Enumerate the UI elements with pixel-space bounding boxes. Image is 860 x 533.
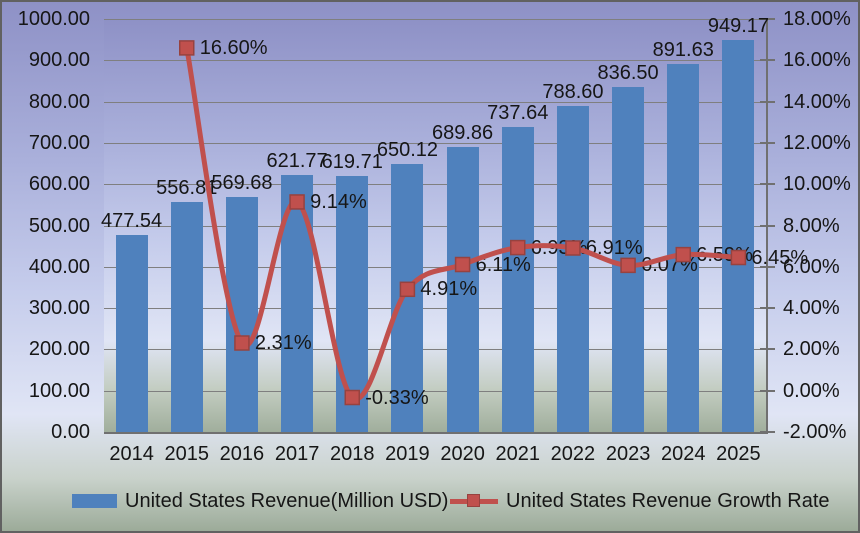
line-value-label: 4.91%: [420, 278, 478, 301]
y-axis-right-tick-label: 12.00%: [783, 131, 851, 154]
revenue-legend-label: United States Revenue(Million USD): [125, 489, 449, 512]
bar-value-label: 949.17: [707, 14, 769, 37]
x-axis-category-label: 2023: [605, 443, 651, 465]
y-axis-right-tick-label: -2.00%: [783, 421, 847, 443]
y-axis-right-tick-label: 6.00%: [783, 255, 840, 278]
y-axis-left-tick-label: 900.00: [28, 49, 90, 72]
x-axis-category-label: 2015: [164, 443, 210, 465]
revenue-bar: [170, 202, 203, 432]
bar-value-label: 619.71: [321, 151, 383, 174]
line-value-label: 6.93%: [530, 236, 588, 259]
revenue-bar: [225, 196, 258, 432]
bar-value-label: 621.77: [266, 150, 328, 173]
legend: United States Revenue(Million USD) Unite…: [2, 486, 858, 516]
y-axis-right-tick-label: 16.00%: [783, 49, 851, 72]
y-axis-right-line: [766, 19, 768, 434]
growth-legend-marker-icon: [450, 493, 498, 509]
legend-item-revenue: United States Revenue(Million USD): [72, 486, 448, 516]
y-axis-right-tick-label: 8.00%: [783, 214, 840, 237]
x-axis-category-label: 2019: [385, 443, 430, 465]
bar-value-label: 477.54: [100, 209, 163, 232]
line-value-label: 2.31%: [254, 331, 312, 354]
legend-item-growth: United States Revenue Growth Rate: [450, 486, 830, 516]
x-axis-category-label: 2025: [716, 443, 761, 465]
x-axis-category-label: 2024: [661, 443, 706, 465]
y-axis-right-tick-label: 0.00%: [783, 379, 840, 402]
bar-value-label: 737.64: [487, 102, 549, 125]
x-axis-category-label: 2018: [330, 443, 375, 465]
x-axis-category-label: 2016: [219, 443, 265, 465]
line-value-label: 6.59%: [696, 243, 753, 266]
y-axis-left-tick-label: 800.00: [28, 90, 90, 113]
line-value-label: 9.14%: [310, 190, 367, 213]
y-axis-right-tick-label: 10.00%: [783, 173, 851, 196]
y-axis-right-tick-label: 14.00%: [783, 90, 851, 113]
y-axis-right-tick-label: 4.00%: [783, 297, 840, 320]
bar-value-label: 689.86: [431, 122, 494, 145]
y-axis-left-tick-label: 400.00: [28, 255, 90, 278]
x-axis-category-label: 2020: [440, 443, 485, 465]
line-value-label: -0.33%: [365, 386, 429, 409]
y-axis-left-tick-label: 100.00: [28, 379, 90, 402]
line-value-label: 16.60%: [199, 36, 268, 59]
revenue-bar: [667, 63, 700, 432]
revenue-bar: [556, 106, 589, 432]
revenue-bar: [336, 176, 369, 432]
y-axis-left-tick-label: 300.00: [28, 297, 90, 320]
revenue-bar: [281, 175, 314, 432]
line-value-label: 6.07%: [641, 254, 698, 277]
y-axis-left-tick-label: 200.00: [28, 338, 90, 361]
x-axis-line: [104, 432, 768, 434]
bar-value-label: 836.50: [597, 61, 659, 84]
y-axis-left-tick-label: 0.00: [51, 421, 90, 443]
growth-legend-label: United States Revenue Growth Rate: [506, 489, 830, 512]
y-axis-right-tick-label: 2.00%: [783, 338, 840, 361]
y-axis-left-tick-label: 700.00: [28, 131, 90, 154]
y-axis-right-tick-label: 18.00%: [783, 8, 851, 30]
y-axis-left-tick-label: 1000.00: [17, 8, 90, 30]
y-axis-left-tick-label: 600.00: [28, 173, 90, 196]
line-value-label: 6.45%: [751, 246, 809, 269]
bar-value-label: 788.60: [542, 81, 604, 104]
line-value-label: 6.91%: [585, 237, 643, 259]
bar-value-label: 556.81: [156, 177, 218, 200]
x-axis-category-label: 2014: [109, 443, 154, 465]
x-axis-category-label: 2022: [550, 443, 596, 465]
revenue-legend-swatch-icon: [72, 494, 117, 508]
x-axis-category-label: 2017: [274, 443, 320, 465]
revenue-bar: [501, 127, 534, 432]
bar-value-label: 891.63: [652, 38, 714, 61]
y-axis-left-tick-label: 500.00: [28, 214, 90, 237]
x-axis-category-label: 2021: [495, 443, 541, 465]
revenue-bar: [115, 234, 148, 432]
revenue-bar: [722, 39, 755, 432]
bar-value-label: 650.12: [376, 138, 438, 161]
bar-value-label: 569.68: [211, 171, 273, 194]
line-value-label: 6.11%: [475, 253, 531, 276]
gridline: [104, 19, 766, 20]
